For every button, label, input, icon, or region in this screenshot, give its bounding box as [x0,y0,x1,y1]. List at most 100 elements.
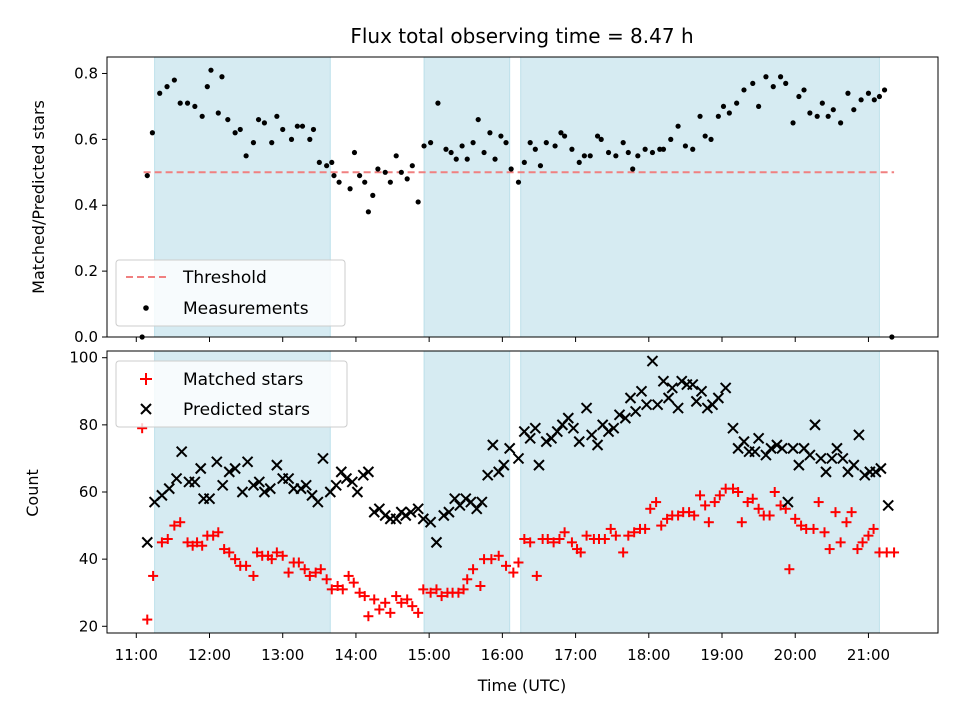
measurement-point [336,179,342,185]
matched-star-point [175,517,186,528]
matched-star-point [733,487,744,497]
measurement-point [630,166,636,172]
measurement-point [409,163,415,169]
measurement-point [881,87,888,93]
measurement-point [720,103,727,110]
measurement-point [356,172,363,179]
measurement-point [838,120,844,126]
predicted-star-point [405,506,417,518]
measurement-point [329,159,335,166]
predicted-star-point [831,442,843,455]
matched-star-point [369,594,380,605]
predicted-star-point [471,503,483,515]
measurement-point [255,116,262,123]
measurement-point [858,97,864,103]
measurement-point [697,113,703,119]
measurements-legend-swatch [143,305,149,311]
matched-star-point [857,537,868,548]
matched-star-point [493,550,504,561]
matched-star-point [618,547,629,558]
measurement-point [825,113,831,119]
x-tick-label: 12:00 [188,646,231,664]
x-tick-label: 20:00 [774,646,817,664]
measurement-point [594,133,601,139]
measurement-point [215,110,221,116]
measurement-point [274,113,280,119]
matched-star-point [396,597,407,608]
matched-star-point [605,523,616,534]
matched-star-point [271,547,282,558]
predicted-star-point [340,472,353,485]
predicted-star-point [837,452,849,465]
bottom-x-axis: 11:00 12:00 13:00 14:00 15:00 16:00 17:00 18:00… [115,633,890,664]
predicted-star-point [727,422,739,434]
measurement-point [605,149,612,156]
measurement-point [552,143,558,149]
predicted-star-point [271,459,283,471]
measurement-point [470,140,476,146]
matched-star-point [764,510,775,521]
measurement-point [763,74,769,80]
measurement-point [750,80,756,86]
bottom-panel: 20 40 60 80 100 11:00 12:00 13:00 14:00 15:00 16:… [23,349,939,695]
measurement-point [393,153,399,159]
measurement-point [657,146,663,152]
measurements-legend-label: Measurements [183,299,309,319]
matched-star-point [796,520,807,531]
x-tick-label: 13:00 [261,646,304,664]
top-legend-box [115,259,346,327]
measurement-point [435,100,441,106]
predicted-star-point [189,476,201,488]
measurement-point [613,153,619,159]
predicted-star-point [476,496,488,508]
predicted-star-point [749,446,761,458]
measurement-point [708,136,714,142]
matched-star-point [162,534,173,544]
bottom-legend-box [115,360,348,428]
matched-star-point [354,587,365,598]
measurement-point [232,130,238,136]
predicted-star-point [853,429,865,441]
matched-star-point [299,564,310,575]
matched-star-point [542,534,553,544]
predicted-star-point [875,462,887,475]
measurement-point [690,146,696,152]
measurement-point [144,172,150,179]
measurement-point [208,67,214,73]
measurement-point [382,169,388,175]
predicted-star-point [216,479,229,491]
predicted-star-point [346,476,358,488]
measurement-point [830,107,836,113]
predicted-star-point [460,493,472,505]
predicted-star-point [258,486,271,498]
predicted-star-point [264,482,276,495]
predicted-star-point [551,425,563,438]
matched-star-point [142,614,153,625]
predicted-star-point [247,479,260,491]
matched-star-point [425,587,436,598]
matched-star-point [889,547,900,558]
matched-star-point [252,547,263,558]
matched-star-point [575,547,586,558]
measurement-point [307,136,313,142]
matched-star-point [689,510,700,521]
matched-star-point [645,503,656,514]
predicted-star-point [390,513,402,525]
measurement-point [770,84,776,90]
measurement-point [561,133,568,139]
matched-star-point [824,544,835,555]
predicted-star-point [573,435,585,448]
matched-star-point [673,510,684,521]
measurement-point [487,130,493,136]
matched-star-point [742,497,753,508]
measurement-point [576,159,582,166]
bottom-points [137,355,900,625]
matched-star-point [407,601,418,612]
matched-star-point [830,507,841,518]
x-tick-label: 11:00 [115,646,158,664]
matched-legend-label: Matched stars [183,370,303,390]
matched-star-point [315,564,326,575]
predicted-star-point [223,466,235,478]
matched-star-point [519,534,530,544]
matched-star-point [808,523,819,534]
